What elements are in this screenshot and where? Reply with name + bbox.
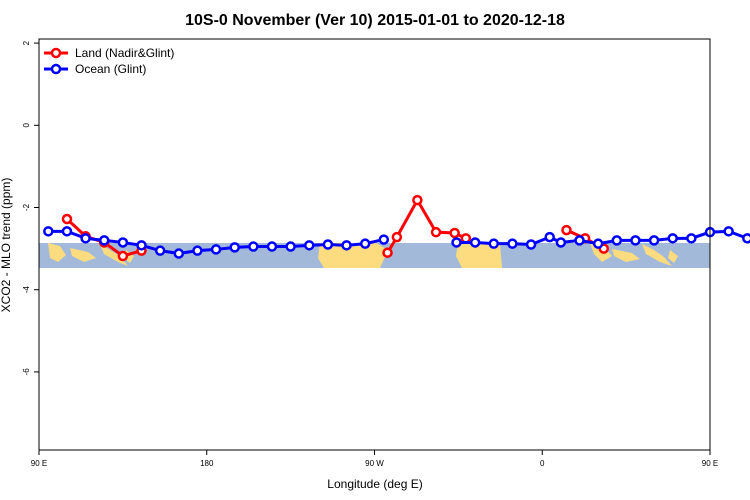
data-point: [648, 235, 660, 246]
land-shape: [642, 244, 672, 266]
data-point: [391, 231, 403, 243]
data-point: [382, 247, 393, 258]
y-tick-label: -4: [22, 286, 31, 294]
land-shape: [318, 243, 388, 268]
data-point: [611, 235, 623, 246]
data-point: [723, 226, 734, 237]
land-shape: [612, 249, 640, 262]
data-point: [136, 240, 147, 251]
y-tick-label: 2: [22, 40, 31, 45]
land-shape: [668, 250, 678, 263]
data-point: [574, 235, 585, 246]
data-point: [359, 238, 371, 249]
legend-marker: [50, 63, 62, 75]
y-axis-label: XCO2 - MLO trend (ppm): [0, 178, 13, 313]
x-tick-label: 90 W: [365, 459, 384, 468]
data-point: [304, 240, 315, 251]
data-point: [154, 245, 166, 256]
legend-marker: [50, 47, 62, 59]
data-point: [507, 238, 518, 249]
data-point: [98, 235, 110, 246]
data-point: [412, 194, 423, 206]
data-point: [61, 213, 73, 225]
data-point: [544, 231, 555, 243]
data-point: [80, 233, 91, 244]
data-point: [555, 237, 567, 248]
y-tick-label: -2: [22, 203, 31, 211]
data-point: [210, 244, 222, 255]
y-tick-label: 0: [22, 123, 31, 128]
series-layer: [43, 194, 750, 262]
data-point: [229, 242, 240, 253]
land-shape: [456, 243, 502, 268]
data-point: [630, 235, 641, 246]
data-point: [430, 226, 442, 238]
data-point: [248, 241, 259, 252]
data-point: [173, 248, 185, 259]
x-axis: 90 E 180 90 W 0 90 E: [31, 450, 718, 468]
data-point: [322, 239, 334, 250]
data-point: [686, 233, 697, 244]
x-tick-label: 0: [540, 459, 545, 468]
chart-title: 10S-0 November (Ver 10) 2015-01-01 to 20…: [185, 12, 565, 29]
data-point: [488, 238, 500, 249]
data-point: [117, 250, 129, 262]
data-point: [561, 224, 572, 236]
y-axis: -6 -4 -2 0 2: [22, 40, 39, 375]
legend-label: Ocean (Glint): [75, 62, 146, 76]
x-tick-label: 180: [200, 459, 214, 468]
data-point: [451, 237, 462, 248]
legend-label: Land (Nadir&Glint): [75, 46, 174, 60]
data-point: [592, 238, 604, 249]
x-tick-label: 90 E: [702, 459, 718, 468]
legend: Land (Nadir&Glint) Ocean (Glint): [44, 46, 174, 76]
data-point: [117, 237, 129, 248]
x-tick-label: 90 E: [31, 459, 47, 468]
data-point: [285, 241, 296, 252]
data-point: [449, 227, 460, 239]
y-tick-label: -6: [22, 368, 31, 376]
land-shape: [48, 243, 66, 262]
x-axis-label: Longitude (deg E): [327, 477, 422, 491]
data-point: [341, 240, 352, 251]
data-point: [43, 226, 54, 237]
series-ocean: [43, 226, 750, 259]
data-point: [742, 233, 750, 244]
data-point: [525, 239, 537, 250]
data-point: [667, 233, 678, 244]
data-point: [266, 241, 278, 252]
land-shape: [70, 248, 96, 262]
data-point: [61, 226, 73, 237]
data-point: [469, 237, 481, 248]
data-point: [378, 234, 390, 245]
data-point: [192, 245, 203, 256]
